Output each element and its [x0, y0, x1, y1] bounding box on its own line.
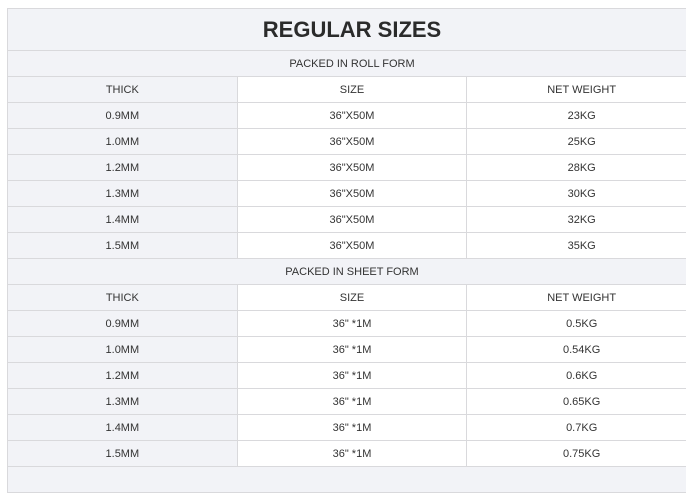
size-cell: 36" *1M [237, 415, 467, 441]
thick-cell: 1.5MM [8, 441, 238, 467]
net-weight-cell: 28KG [467, 155, 686, 181]
thick-cell: 1.4MM [8, 415, 238, 441]
net-weight-cell: 30KG [467, 181, 686, 207]
column-header: SIZE [237, 285, 467, 311]
column-header: THICK [8, 285, 238, 311]
net-weight-cell: 0.6KG [467, 363, 686, 389]
thick-cell: 1.0MM [8, 337, 238, 363]
thick-cell: 0.9MM [8, 103, 238, 129]
column-header: SIZE [237, 77, 467, 103]
thick-cell: 1.4MM [8, 207, 238, 233]
thick-cell: 1.3MM [8, 181, 238, 207]
thick-cell: 1.3MM [8, 389, 238, 415]
size-cell: 36" *1M [237, 337, 467, 363]
net-weight-cell: 0.5KG [467, 311, 686, 337]
section-heading: PACKED IN ROLL FORM [8, 51, 686, 77]
table-title: REGULAR SIZES [8, 9, 686, 51]
size-cell: 36"X50M [237, 103, 467, 129]
net-weight-cell: 32KG [467, 207, 686, 233]
size-cell: 36" *1M [237, 441, 467, 467]
thick-cell: 1.2MM [8, 363, 238, 389]
column-header: NET WEIGHT [467, 285, 686, 311]
size-cell: 36" *1M [237, 389, 467, 415]
size-cell: 36"X50M [237, 233, 467, 259]
size-cell: 36"X50M [237, 181, 467, 207]
thick-cell: 1.0MM [8, 129, 238, 155]
title-row: REGULAR SIZES [8, 9, 686, 51]
net-weight-cell: 0.75KG [467, 441, 686, 467]
net-weight-cell: 0.7KG [467, 415, 686, 441]
column-header: THICK [8, 77, 238, 103]
net-weight-cell: 35KG [467, 233, 686, 259]
section-heading-row: PACKED IN ROLL FORM [8, 51, 686, 77]
thick-cell: 1.5MM [8, 233, 238, 259]
column-header: NET WEIGHT [467, 77, 686, 103]
net-weight-cell: 0.54KG [467, 337, 686, 363]
thick-cell: 0.9MM [8, 311, 238, 337]
size-cell: 36"X50M [237, 129, 467, 155]
net-weight-cell: 23KG [467, 103, 686, 129]
size-cell: 36" *1M [237, 311, 467, 337]
thick-cell: 1.2MM [8, 155, 238, 181]
section-heading: PACKED IN SHEET FORM [8, 259, 686, 285]
net-weight-cell: 0.65KG [467, 389, 686, 415]
net-weight-cell: 25KG [467, 129, 686, 155]
size-cell: 36" *1M [237, 363, 467, 389]
empty-cell [8, 467, 686, 493]
size-cell: 36"X50M [237, 207, 467, 233]
size-cell: 36"X50M [237, 155, 467, 181]
section-heading-row: PACKED IN SHEET FORM [8, 259, 686, 285]
table-row-partial [8, 467, 686, 493]
